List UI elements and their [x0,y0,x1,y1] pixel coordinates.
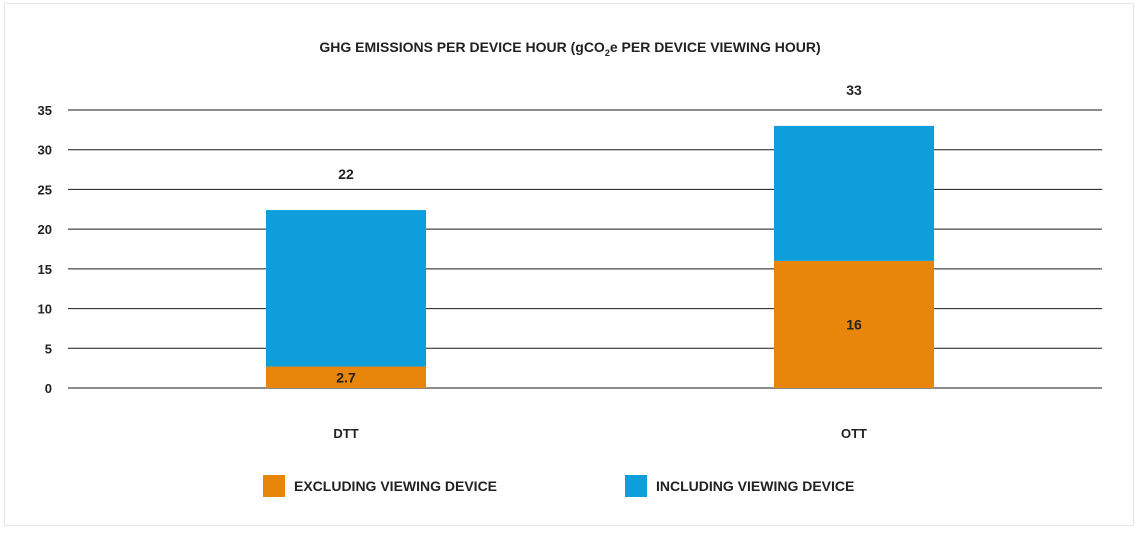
y-tick-label: 25 [38,182,52,197]
y-axis-ticks: 0 5 10 15 20 25 30 35 [38,103,52,396]
legend-item: INCLUDING VIEWING DEVICE [625,475,854,497]
y-tick-label: 15 [38,262,52,277]
legend-item: EXCLUDING VIEWING DEVICE [263,475,497,497]
legend-label: EXCLUDING VIEWING DEVICE [294,478,497,494]
bar-segment [774,260,934,388]
legend-swatch [263,475,285,497]
chart-frame [4,3,1134,526]
y-tick-label: 0 [45,381,52,396]
total-value-label: 22 [338,166,354,182]
legend-label: INCLUDING VIEWING DEVICE [656,478,854,494]
legend-swatch [625,475,647,497]
bars [266,125,934,388]
y-tick-label: 5 [45,341,52,356]
y-tick-label: 10 [38,302,52,317]
bar-segment [266,210,426,367]
legend: EXCLUDING VIEWING DEVICE INCLUDING VIEWIN… [263,475,854,497]
x-axis-categories: DTT OTT [333,426,867,441]
y-tick-label: 30 [38,143,52,158]
y-tick-label: 35 [38,103,52,118]
y-tick-label: 20 [38,222,52,237]
bar-segment [266,366,426,388]
category-label: DTT [333,426,358,441]
gridlines [68,109,1102,389]
segment-value-label: 2.7 [336,369,356,385]
total-value-label: 33 [846,82,862,98]
data-labels: 2.7 22 16 33 [336,82,862,385]
segment-value-label: 16 [846,316,862,332]
chart-title: GHG EMISSIONS PER DEVICE HOUR (gCO2e PER… [319,39,820,58]
bar-segment [774,125,934,261]
category-label: OTT [841,426,867,441]
